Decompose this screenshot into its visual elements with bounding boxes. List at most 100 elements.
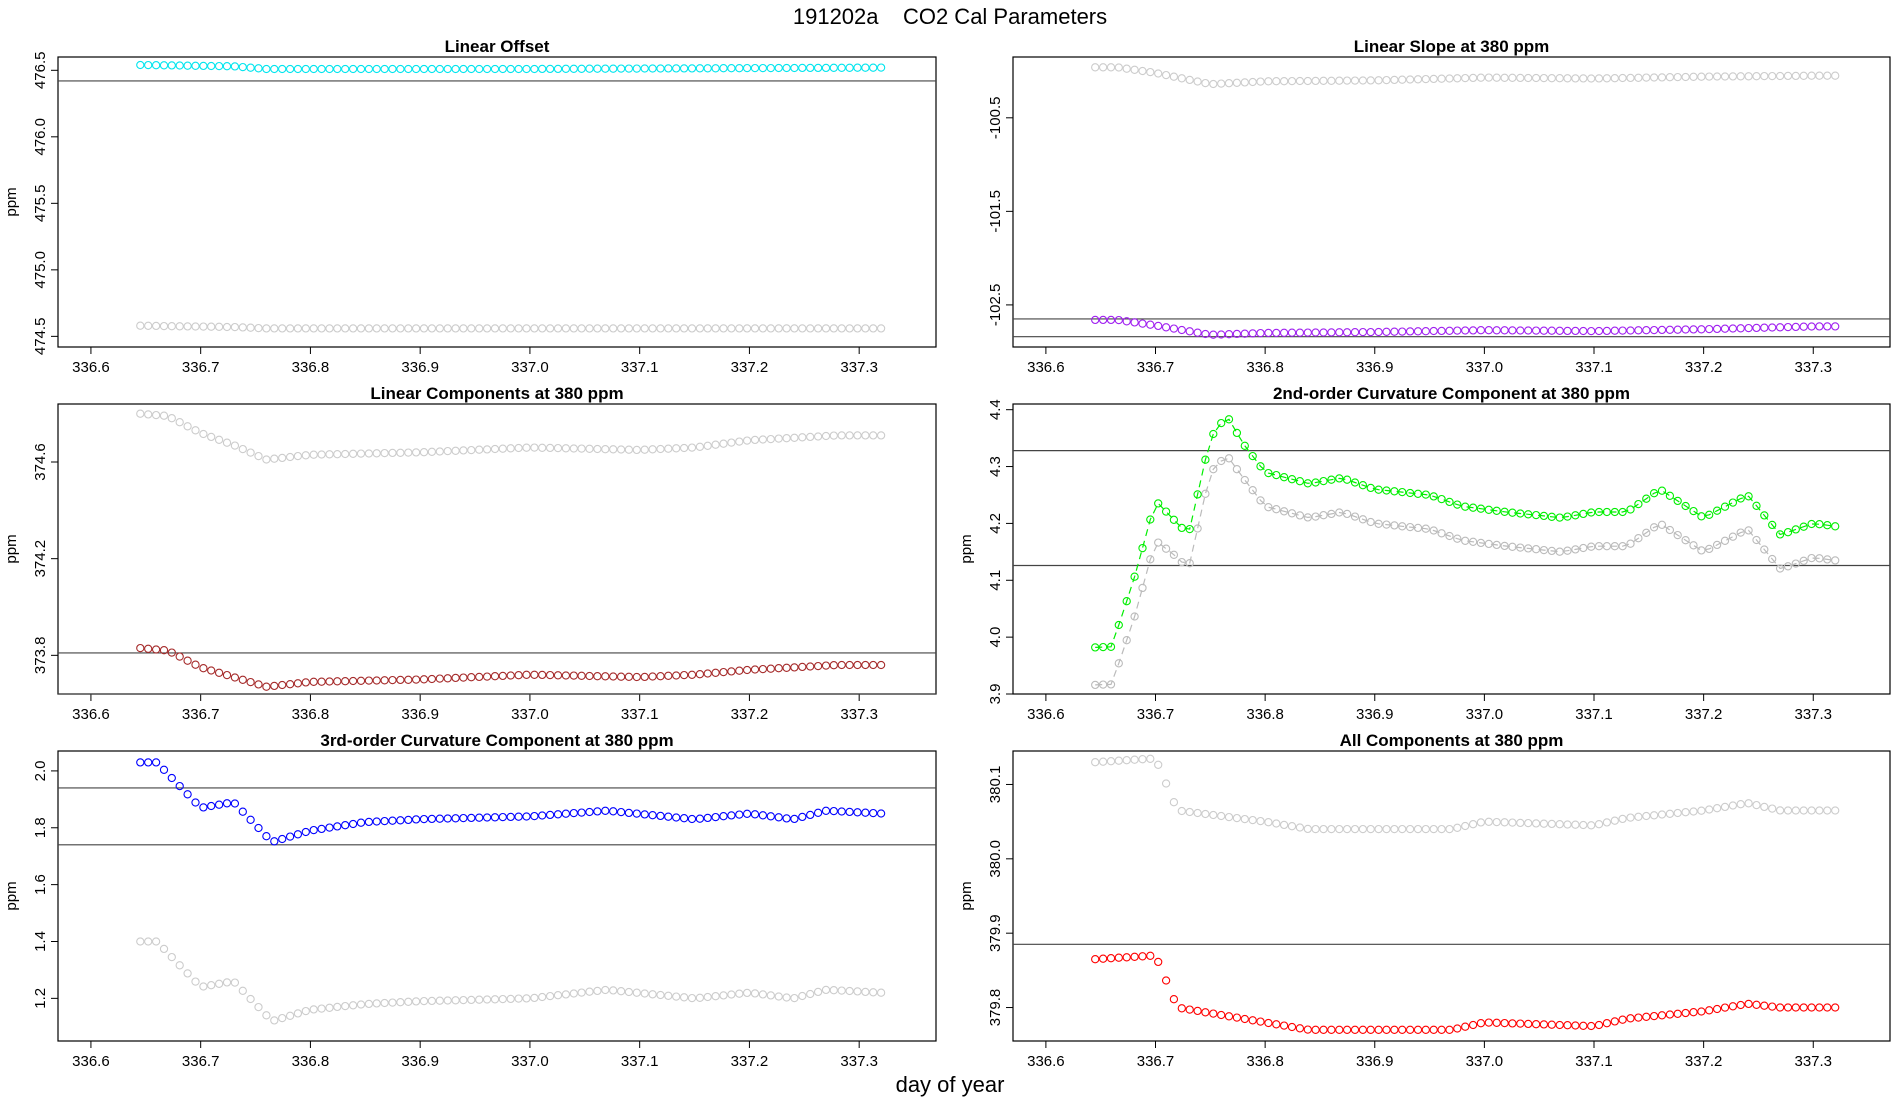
data-point [364, 324, 374, 333]
data-point [419, 448, 429, 457]
data-point [1106, 642, 1116, 651]
data-point [1106, 63, 1116, 72]
data-point [553, 810, 563, 819]
data-point [459, 64, 468, 74]
data-point [333, 1002, 342, 1012]
data-point [293, 324, 303, 333]
data-point [199, 61, 208, 71]
data-point [230, 62, 240, 71]
y-tick-label: 4.4 [987, 399, 1004, 420]
data-point [1106, 315, 1116, 325]
data-point [230, 673, 240, 682]
data-point [569, 808, 578, 818]
data-point [1634, 499, 1643, 509]
data-point [443, 814, 452, 823]
data-point [411, 997, 421, 1006]
series-1 [1091, 754, 1840, 834]
data-point [1217, 456, 1226, 466]
data-point [719, 991, 728, 1000]
data-point [569, 671, 578, 680]
data-point [1807, 806, 1816, 815]
y-tick-label: 476.5 [32, 52, 49, 90]
data-point [1185, 559, 1194, 568]
data-point [687, 64, 697, 73]
plot-frame [57, 750, 937, 1042]
x-tick-label: 337.2 [1685, 1053, 1723, 1070]
data-point [1642, 494, 1651, 503]
data-point [695, 324, 705, 333]
data-point [1736, 528, 1745, 537]
data-point [1516, 73, 1525, 83]
data-point [443, 996, 452, 1005]
data-point [427, 324, 437, 333]
data-point [1524, 326, 1533, 335]
data-point [1697, 806, 1706, 815]
data-point [1154, 957, 1163, 967]
data-point [1264, 818, 1273, 827]
data-point [1453, 326, 1462, 335]
data-point [1295, 511, 1305, 520]
data-point [270, 837, 279, 846]
data-point [388, 998, 397, 1007]
x-tick-label: 337.0 [1466, 1053, 1504, 1070]
data-point [317, 824, 326, 834]
data-point [222, 62, 232, 71]
x-tick-label: 336.6 [1027, 706, 1065, 723]
data-point [1602, 74, 1612, 83]
data-point [459, 673, 468, 682]
data-point [1224, 79, 1234, 88]
data-point [285, 452, 295, 462]
data-point [1492, 73, 1501, 82]
data-point [1374, 327, 1383, 337]
data-point [1752, 501, 1761, 510]
data-point [1649, 325, 1659, 335]
data-point [411, 675, 421, 684]
data-point [1689, 541, 1698, 550]
data-point [1539, 545, 1549, 555]
data-point [845, 63, 854, 72]
data-point [396, 998, 405, 1007]
data-point [1697, 1007, 1706, 1016]
data-point [664, 444, 673, 453]
data-point [151, 61, 161, 70]
data-point [1264, 328, 1273, 338]
data-point [1453, 500, 1462, 509]
data-point [632, 64, 641, 73]
data-point [1091, 63, 1100, 72]
data-point [837, 660, 846, 670]
data-point [514, 994, 523, 1003]
data-point [167, 61, 176, 70]
data-point [1594, 1020, 1604, 1030]
data-point [876, 988, 886, 997]
data-point [151, 758, 161, 767]
series-1 [136, 758, 886, 846]
data-point [813, 987, 823, 997]
data-point [364, 449, 374, 458]
data-point [459, 446, 468, 455]
data-point [285, 680, 295, 689]
x-tick-label: 337.2 [731, 1053, 769, 1070]
data-point [348, 64, 358, 74]
data-point [1138, 319, 1147, 328]
data-point [1815, 806, 1824, 815]
x-tick-label: 337.3 [840, 359, 878, 376]
data-point [711, 324, 720, 333]
data-point [136, 643, 145, 653]
data-point [1193, 490, 1202, 499]
data-point [1649, 1011, 1659, 1021]
data-point [1429, 492, 1438, 501]
data-point [1311, 1025, 1320, 1034]
data-point [1098, 680, 1108, 689]
y-axis-label: ppm [3, 881, 20, 910]
data-point [411, 815, 421, 824]
data-point [593, 672, 602, 681]
data-point [1610, 816, 1619, 825]
data-point [1248, 815, 1257, 825]
data-point [325, 823, 334, 832]
data-point [1539, 73, 1549, 83]
data-point [1524, 544, 1533, 553]
data-point [419, 675, 429, 684]
data-point [1720, 802, 1730, 812]
data-point [1130, 952, 1139, 961]
data-point [1626, 326, 1635, 335]
